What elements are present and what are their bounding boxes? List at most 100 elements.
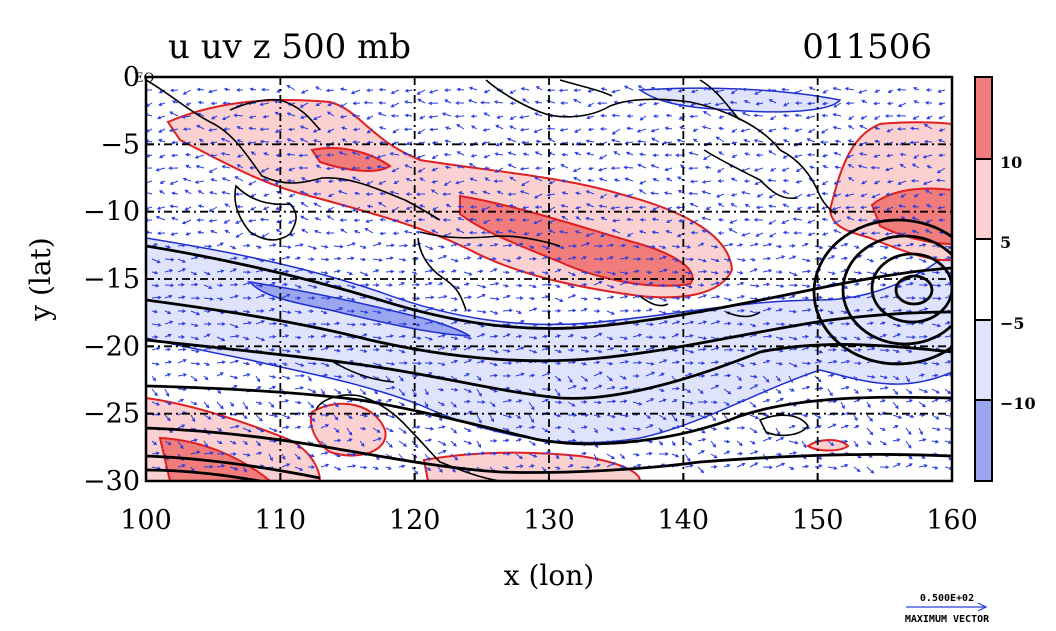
wind-vector	[346, 297, 356, 302]
wind-vector	[619, 308, 630, 313]
plot-area	[146, 77, 952, 481]
wind-vector	[171, 140, 179, 145]
wind-vector	[366, 115, 374, 120]
wind-vector	[749, 362, 757, 366]
wind-vector	[359, 310, 369, 314]
wind-vector	[793, 154, 803, 159]
wind-vector	[896, 87, 907, 92]
wind-vector	[749, 374, 758, 379]
wind-vector	[489, 438, 498, 443]
wind-vector	[580, 297, 588, 301]
wind-vector	[379, 191, 387, 196]
wind-vector	[519, 115, 530, 120]
wind-vector	[463, 440, 473, 445]
wind-vector	[749, 384, 759, 390]
wind-vector	[897, 180, 907, 185]
wind-vector	[476, 333, 486, 338]
wind-vector	[480, 230, 491, 235]
wind-vector	[736, 462, 746, 468]
wind-vector	[489, 451, 498, 456]
wind-vector	[502, 283, 509, 288]
wind-vector	[378, 126, 387, 130]
wind-vector	[671, 244, 681, 249]
wind-vector	[216, 451, 226, 456]
wind-vector	[866, 427, 874, 436]
wind-vector	[307, 361, 317, 366]
wind-vector	[442, 218, 452, 222]
wind-vector	[665, 87, 673, 92]
wind-vector	[177, 335, 186, 339]
wind-vector	[155, 167, 166, 172]
wind-vector	[613, 151, 621, 156]
wind-vector	[216, 360, 226, 365]
wind-vector	[874, 139, 881, 144]
wind-vector	[723, 426, 731, 431]
wind-vector	[327, 102, 335, 107]
wind-vector	[307, 270, 315, 275]
wind-vector	[775, 397, 785, 403]
wind-vector	[619, 243, 627, 248]
wind-vector	[431, 229, 439, 234]
wind-vector	[416, 89, 426, 95]
wind-vector	[185, 232, 192, 236]
wind-vector	[909, 140, 920, 145]
wind-vector	[519, 127, 530, 132]
wind-vector	[208, 89, 218, 94]
wind-vector	[441, 112, 452, 117]
wind-vector	[788, 294, 796, 299]
wind-vector	[489, 362, 499, 367]
wind-vector	[574, 128, 582, 133]
wind-vector	[398, 297, 406, 301]
wind-vector	[632, 282, 640, 286]
wind-vector	[913, 100, 920, 104]
wind-vector	[740, 128, 751, 133]
wind-vector	[341, 126, 348, 130]
wind-vector	[645, 270, 653, 275]
wind-vector	[587, 127, 595, 132]
wind-vector	[496, 115, 504, 119]
wind-vector	[650, 164, 660, 169]
wind-vector	[177, 424, 186, 429]
wind-vector	[587, 178, 595, 183]
wind-vector	[665, 219, 673, 223]
wind-vector	[814, 335, 823, 340]
wind-vector	[190, 282, 199, 287]
wind-vector	[873, 205, 881, 210]
wind-vector	[151, 323, 162, 327]
wind-vector	[593, 427, 598, 434]
wind-vector	[905, 335, 917, 340]
wind-vector	[580, 336, 588, 340]
wind-vector	[684, 308, 695, 313]
wind-vector	[234, 192, 244, 197]
wind-vector	[574, 151, 582, 156]
wind-vector	[567, 256, 577, 260]
wind-vector	[897, 102, 907, 108]
wind-vector	[268, 243, 277, 247]
wind-vector	[438, 322, 445, 326]
vector-key: 0.500E+02 MAXIMUM VECTOR	[905, 593, 990, 625]
wind-vector	[164, 401, 172, 406]
wind-vector	[593, 463, 601, 468]
wind-vector	[885, 167, 894, 172]
wind-vector	[255, 362, 263, 366]
wind-vector	[827, 466, 838, 470]
wind-vector	[424, 281, 433, 286]
wind-vector	[755, 153, 764, 158]
wind-vector	[684, 349, 695, 354]
wind-vector	[788, 424, 796, 429]
wind-vector	[185, 102, 192, 106]
wind-vector	[866, 321, 875, 326]
wind-vector	[755, 205, 764, 210]
wind-vector	[456, 87, 465, 92]
wind-vector	[168, 166, 179, 171]
wind-vector	[710, 427, 717, 431]
wind-vector	[463, 388, 473, 393]
wind-vector	[710, 258, 720, 263]
wind-vector	[912, 204, 920, 209]
wind-vector	[724, 270, 731, 274]
wind-vector	[710, 464, 718, 469]
wind-vector	[632, 360, 643, 365]
wind-vector	[411, 388, 417, 397]
wind-vector	[690, 230, 699, 235]
wind-vector	[847, 177, 855, 182]
